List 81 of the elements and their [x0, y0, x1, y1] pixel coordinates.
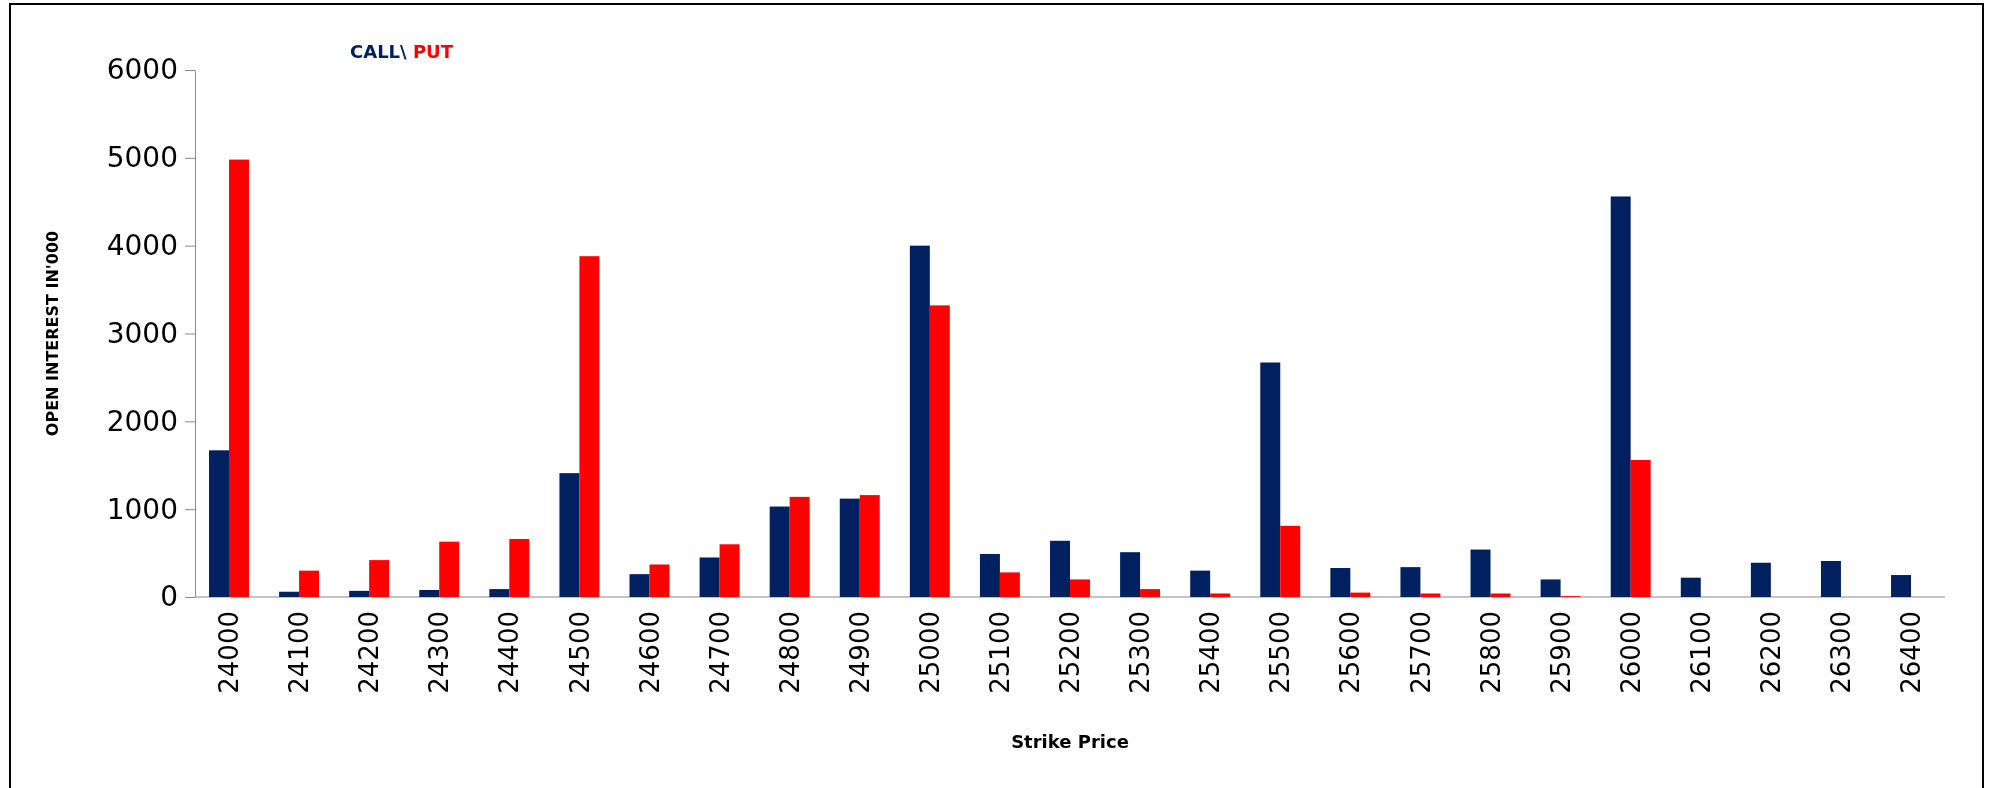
bar — [699, 557, 720, 597]
y-tick-label: 0 — [160, 580, 178, 614]
x-tick-label: 24300 — [424, 611, 455, 694]
x-tick-label: 24200 — [354, 611, 385, 694]
x-tick-label: 26200 — [1755, 611, 1786, 694]
bar — [1050, 540, 1070, 597]
bar — [579, 256, 600, 597]
y-tick-label: 1000 — [106, 492, 178, 526]
bar — [1330, 568, 1351, 597]
bar — [629, 574, 650, 597]
bar — [559, 473, 580, 597]
x-tick-label: 24400 — [494, 611, 525, 694]
bar — [1120, 552, 1141, 597]
y-tick-label: 6000 — [106, 53, 178, 87]
x-tick-label: 26300 — [1826, 611, 1857, 694]
text: PUT — [406, 41, 454, 62]
x-tick-label: 25600 — [1335, 611, 1366, 694]
x-tick-label: 25200 — [1055, 611, 1086, 694]
bar — [509, 539, 530, 597]
bar — [299, 570, 320, 597]
bar — [1540, 579, 1561, 597]
x-tick-label: 24800 — [774, 611, 805, 694]
bar — [1350, 592, 1371, 597]
bar — [979, 553, 1000, 597]
bar — [1280, 525, 1301, 597]
x-tick-label: 26100 — [1685, 611, 1716, 694]
x-tick-label: 25500 — [1265, 611, 1296, 694]
bar — [419, 589, 440, 597]
bar — [839, 498, 860, 597]
bar — [1470, 549, 1491, 597]
bar — [209, 450, 229, 597]
x-tick-label: 25400 — [1195, 611, 1226, 694]
bar — [279, 591, 300, 597]
bar — [489, 589, 510, 597]
y-tick-label: 2000 — [106, 404, 178, 438]
bar — [1140, 589, 1161, 597]
bar — [228, 159, 249, 597]
bar — [1400, 567, 1421, 597]
x-tick-label: 25700 — [1405, 611, 1436, 694]
bar — [1891, 575, 1912, 597]
y-tick-label: 5000 — [106, 141, 178, 175]
bar — [1070, 579, 1090, 597]
x-axis-title: Strike Price — [1011, 731, 1129, 752]
y-tick-label: 3000 — [106, 316, 178, 350]
bar — [999, 572, 1020, 597]
bar — [439, 541, 460, 597]
bar — [1420, 593, 1441, 597]
x-tick-label: 26400 — [1896, 611, 1927, 694]
text: CALL\ — [350, 41, 408, 62]
y-axis-title: OPEN INTEREST IN'000 — [43, 230, 62, 437]
x-tick-label: 24700 — [704, 611, 735, 694]
bar — [1820, 560, 1841, 597]
bar — [1490, 593, 1511, 597]
bar — [769, 506, 790, 597]
bar — [859, 495, 880, 597]
bar — [1750, 562, 1771, 597]
bar — [909, 245, 930, 597]
x-tick-label: 24500 — [564, 611, 595, 694]
x-tick-label: 26000 — [1615, 611, 1646, 694]
bar — [789, 496, 810, 597]
x-tick-label: 24600 — [634, 611, 665, 694]
bar — [929, 305, 950, 597]
bar — [1610, 196, 1631, 597]
x-tick-label: 25300 — [1125, 611, 1156, 694]
bar — [1260, 362, 1281, 597]
bar — [719, 544, 740, 597]
bar — [1680, 577, 1701, 597]
x-tick-label: 24000 — [214, 611, 245, 694]
y-tick-label: 4000 — [106, 229, 178, 263]
x-tick-label: 25900 — [1545, 611, 1576, 694]
x-tick-label: 25100 — [985, 611, 1016, 694]
bar — [1210, 593, 1231, 597]
bar — [1190, 570, 1211, 597]
bar — [649, 564, 670, 597]
x-tick-label: 24900 — [844, 611, 875, 694]
bar — [1630, 459, 1651, 597]
bar — [349, 590, 370, 597]
x-tick-label: 25800 — [1475, 611, 1506, 694]
x-tick-label: 25000 — [914, 611, 945, 694]
bar — [369, 560, 390, 597]
x-tick-label: 24100 — [284, 611, 315, 694]
